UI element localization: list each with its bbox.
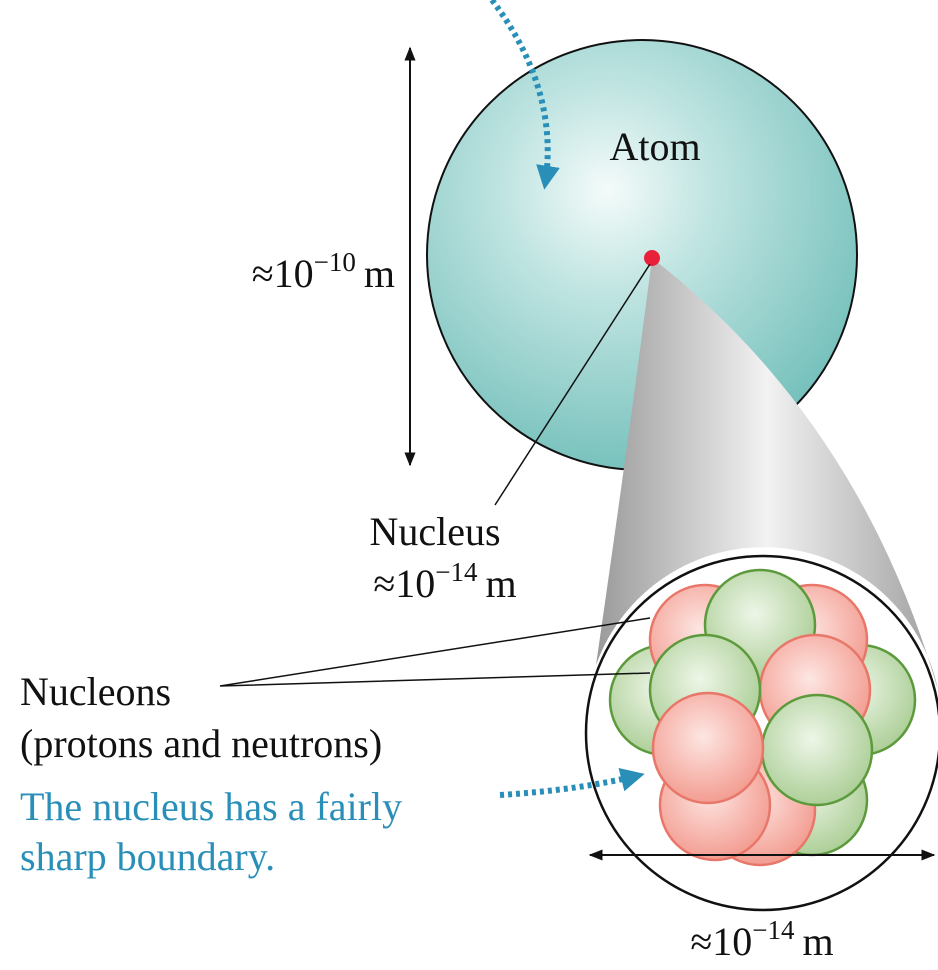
nucleus-dot xyxy=(644,250,660,266)
unit: m xyxy=(803,919,834,964)
nucleus-size: ≈10−14 m xyxy=(373,557,516,606)
nucleons-label: Nucleons xyxy=(20,669,171,714)
unit: m xyxy=(486,561,517,606)
exponent: −10 xyxy=(314,247,356,277)
nucleus-label: Nucleus xyxy=(369,509,500,554)
unit: m xyxy=(364,251,395,296)
prefix: ≈10 xyxy=(252,251,314,296)
boundary-note: The nucleus has a fairly xyxy=(20,784,402,829)
prefix: ≈10 xyxy=(373,561,435,606)
boundary-note: sharp boundary. xyxy=(20,834,275,879)
diagram: Atom ≈10−10m Nucleus ≈10−14m Nucleons (p… xyxy=(0,0,938,970)
atom-label: Atom xyxy=(609,124,700,169)
prefix: ≈10 xyxy=(690,919,752,964)
zoom-size: ≈10−14 m xyxy=(690,915,833,964)
exponent: −14 xyxy=(435,557,478,587)
atom-size: ≈10−10 m xyxy=(252,247,395,296)
nucleons-leader xyxy=(220,618,650,686)
nucleons-detail: (protons and neutrons) xyxy=(20,721,382,766)
exponent: −14 xyxy=(752,915,795,945)
